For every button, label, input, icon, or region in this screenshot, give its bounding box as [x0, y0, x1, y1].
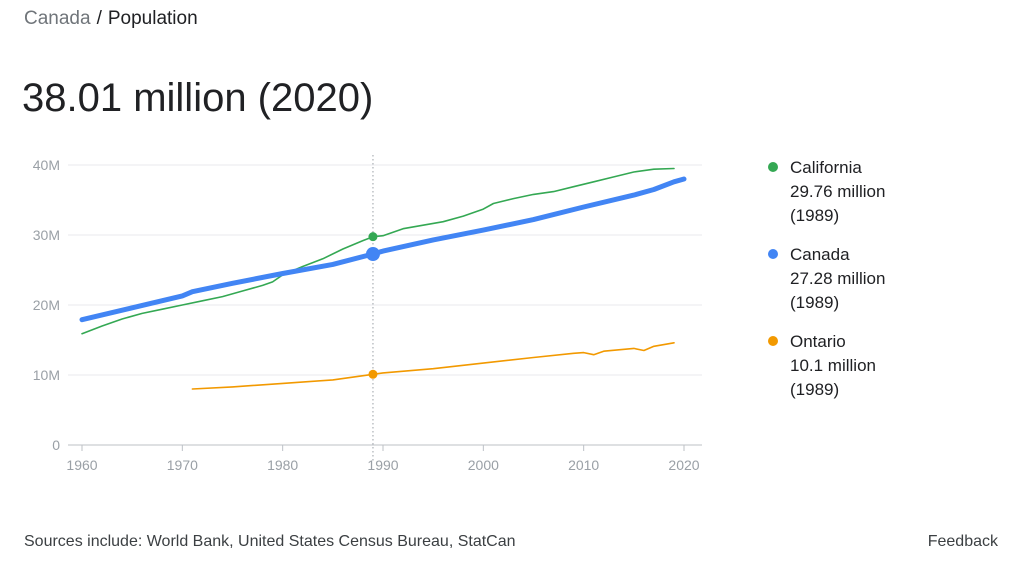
y-tick-label: 20M — [33, 297, 60, 313]
sources-text: Sources include: World Bank, United Stat… — [24, 533, 516, 550]
y-tick-label: 40M — [33, 157, 60, 173]
legend-value: 10.1 million — [790, 356, 876, 375]
breadcrumb-separator: / — [96, 8, 102, 29]
x-tick-label: 2010 — [568, 457, 599, 473]
legend-name: Ontario — [790, 332, 846, 351]
legend-dot-ontario — [768, 336, 778, 346]
legend-year: (1989) — [790, 293, 840, 312]
hover-point-canada — [365, 247, 380, 262]
hover-point-ontario — [368, 369, 378, 379]
feedback-link[interactable]: Feedback — [927, 533, 998, 550]
series-line-ontario — [191, 341, 675, 390]
legend-dot-california — [768, 162, 778, 172]
legend-name: California — [790, 158, 862, 177]
x-tick-label: 1970 — [167, 457, 198, 473]
x-tick-label: 2000 — [468, 457, 499, 473]
legend-item-california[interactable]: California 29.76 million (1989) — [768, 156, 988, 228]
y-tick-label: 0 — [52, 437, 60, 453]
legend-year: (1989) — [790, 206, 840, 225]
legend-item-canada[interactable]: Canada 27.28 million (1989) — [768, 243, 988, 315]
x-tick-label: 2020 — [668, 457, 699, 473]
legend-dot-canada — [768, 249, 778, 259]
x-tick-label: 1990 — [367, 457, 398, 473]
breadcrumb-current: Population — [107, 8, 198, 29]
legend-value: 29.76 million — [790, 182, 886, 201]
x-tick-label: 1960 — [66, 457, 97, 473]
legend-name: Canada — [790, 245, 850, 264]
legend-year: (1989) — [790, 380, 840, 399]
breadcrumb-parent-link[interactable]: Canada — [24, 8, 91, 29]
y-tick-label: 10M — [33, 367, 60, 383]
series-line-canada — [79, 176, 687, 323]
legend-value: 27.28 million — [790, 269, 886, 288]
legend-item-ontario[interactable]: Ontario 10.1 million (1989) — [768, 330, 988, 402]
breadcrumb: Canada / Population — [24, 8, 198, 30]
population-headline: 38.01 million (2020) — [22, 76, 374, 120]
x-tick-label: 1980 — [267, 457, 298, 473]
y-tick-label: 30M — [33, 227, 60, 243]
hover-point-california — [368, 232, 378, 242]
chart-legend: California 29.76 million (1989) Canada 2… — [768, 156, 988, 417]
